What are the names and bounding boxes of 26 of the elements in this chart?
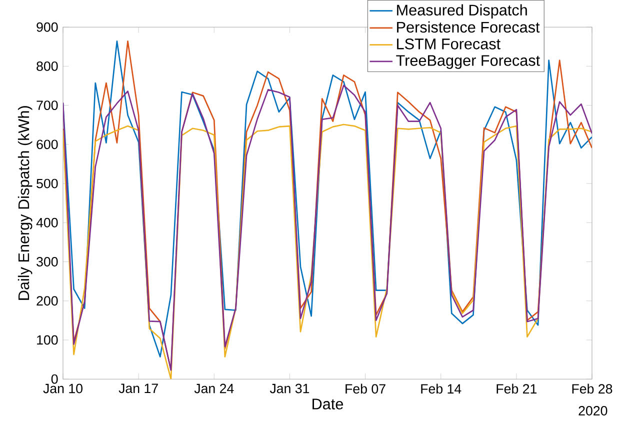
y-tick-label: 100 <box>37 335 58 345</box>
legend-label: TreeBagger Forecast <box>396 55 540 69</box>
x-axis-title: Date <box>312 398 344 410</box>
line-series <box>63 124 592 380</box>
y-axis-title: Daily Energy Dispatch (kWh) <box>18 106 32 300</box>
y-tick-label: 500 <box>36 178 58 188</box>
x-tick-label: Jan 31 <box>270 384 310 394</box>
y-tick-label: 800 <box>36 61 58 71</box>
x-tick-label: Jan 10 <box>43 384 82 394</box>
x-tick-label: Jan 17 <box>118 384 158 394</box>
y-tick-label: 200 <box>36 296 58 306</box>
y-tick-label: 400 <box>36 218 58 228</box>
x-tick-label: Feb 28 <box>572 384 612 394</box>
legend-label: LSTM Forecast <box>397 38 500 50</box>
legend-label: Measured Dispatch <box>397 4 527 19</box>
legend-label: Persistence Forecast <box>397 21 540 33</box>
x-tick-label: Jan 24 <box>194 384 234 394</box>
y-tick-label: 600 <box>36 140 58 150</box>
y-tick-label: 700 <box>36 100 58 110</box>
x-tick-label: Feb 14 <box>421 384 462 394</box>
x-tick-label: Feb 07 <box>346 384 386 394</box>
y-tick-label: 900 <box>36 22 58 32</box>
text: 2020 <box>578 406 608 416</box>
y-tick-label: 0 <box>51 374 58 384</box>
y-tick-label: 300 <box>36 257 58 266</box>
x-tick-label: Feb 21 <box>496 384 537 394</box>
